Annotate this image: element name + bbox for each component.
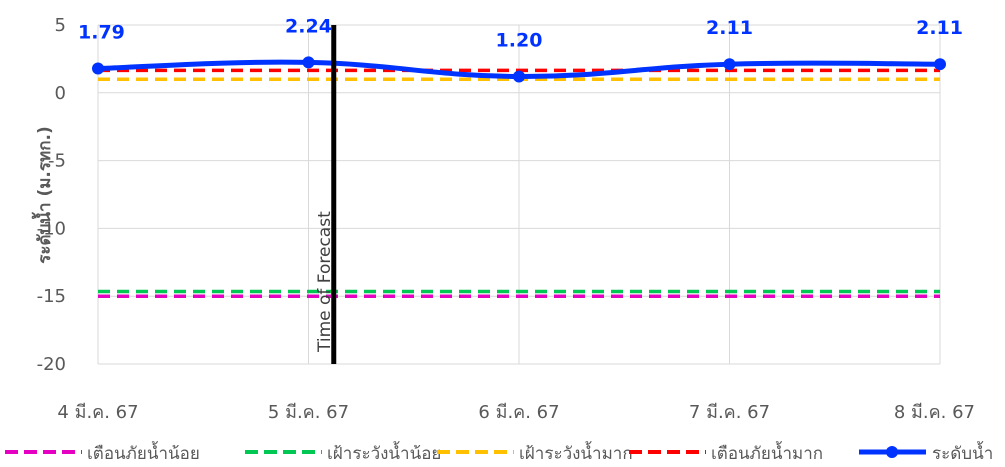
x-tick-label: 7 มี.ค. 67 bbox=[689, 402, 770, 423]
legend-label: เตือนภัยน้ำมาก bbox=[711, 441, 823, 463]
data-label: 1.79 bbox=[78, 22, 125, 44]
legend-label: เตือนภัยน้ำน้อย bbox=[87, 441, 200, 463]
data-label: 1.20 bbox=[496, 30, 543, 52]
annotations: Time of Forecast bbox=[315, 25, 337, 364]
series-group bbox=[92, 56, 946, 298]
x-tick-label: 5 มี.ค. 67 bbox=[268, 402, 349, 423]
data-point bbox=[934, 58, 946, 71]
data-point bbox=[92, 62, 104, 75]
y-tick-label: 0 bbox=[55, 83, 66, 104]
x-tick-label: 4 มี.ค. 67 bbox=[57, 402, 138, 423]
y-tick-label: -5 bbox=[48, 151, 66, 172]
data-point bbox=[302, 56, 315, 69]
x-axis: 4 มี.ค. 67 5 มี.ค. 67 6 มี.ค. 67 7 มี.ค. 67… bbox=[57, 402, 975, 423]
legend-marker bbox=[886, 446, 898, 458]
y-axis-title: ระดับน้ำ (ม.รทก.) bbox=[31, 126, 55, 263]
legend-label: เฝ้าระวังน้ำมาก bbox=[519, 441, 633, 463]
data-point bbox=[723, 58, 736, 71]
legend-label: ระดับน้ำ bbox=[932, 441, 993, 463]
data-label: 2.11 bbox=[916, 17, 963, 39]
y-axis: 5 0 -5 -10 -15 -20 ระดับน้ำ (ม.รทก.) bbox=[31, 15, 66, 375]
x-tick-label: 6 มี.ค. 67 bbox=[478, 402, 559, 423]
y-tick-label: -15 bbox=[37, 286, 66, 307]
legend: เตือนภัยน้ำน้อย เฝ้าระวังน้ำน้อย เฝ้าระวัง… bbox=[5, 441, 993, 464]
y-tick-label: -20 bbox=[37, 354, 66, 375]
legend-label: เฝ้าระวังน้ำน้อย bbox=[327, 441, 441, 463]
time-of-forecast-label: Time of Forecast bbox=[315, 211, 335, 353]
data-point bbox=[513, 70, 525, 83]
data-label: 2.24 bbox=[285, 15, 332, 37]
x-tick-label: 8 มี.ค. 67 bbox=[894, 402, 975, 423]
data-label: 2.11 bbox=[706, 17, 753, 39]
y-tick-label: 5 bbox=[55, 15, 66, 36]
data-labels: 1.79 2.24 1.20 2.11 2.11 bbox=[78, 15, 963, 51]
y-tick-label: -10 bbox=[37, 218, 66, 239]
